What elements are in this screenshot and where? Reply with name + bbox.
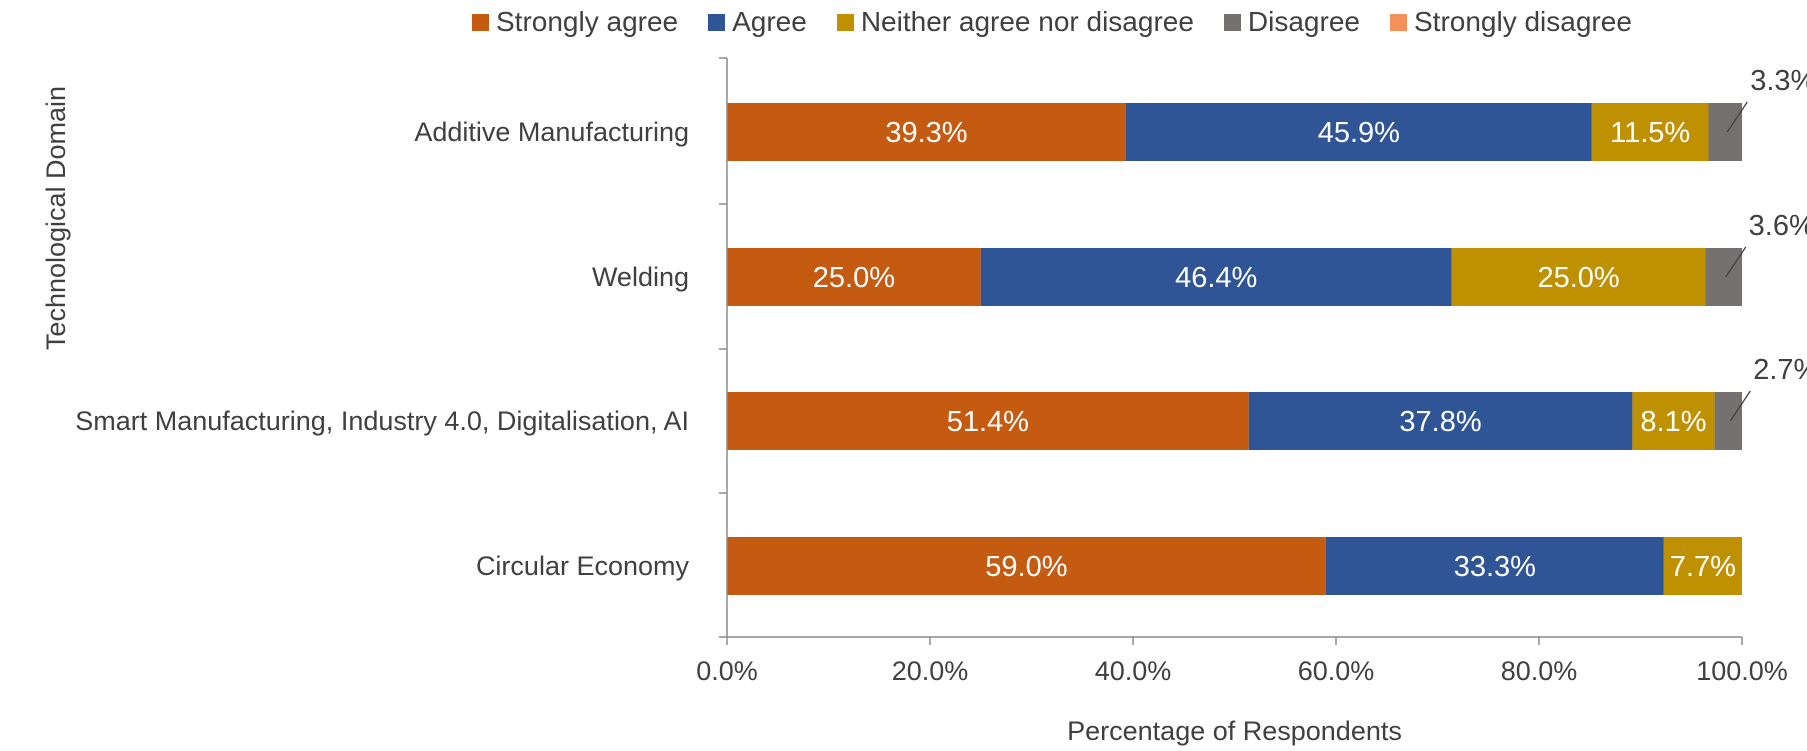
bar-segment (1632, 392, 1715, 450)
y-axis-title: Technological Domain (41, 86, 71, 350)
chart-legend: Strongly agree Agree Neither agree nor dis… (472, 2, 1662, 42)
legend-label: Neither agree nor disagree (860, 6, 1194, 37)
category-label: Circular Economy (476, 551, 690, 581)
legend-swatch (472, 13, 489, 31)
bar-segment (727, 392, 1249, 450)
legend-label: Strongly agree (496, 6, 679, 37)
data-label: 25.0% (1537, 262, 1619, 294)
data-label: 39.3% (885, 117, 967, 149)
legend-item: Disagree (1223, 6, 1360, 38)
data-label: 7.7% (1670, 551, 1736, 583)
data-label: 33.3% (1454, 551, 1536, 583)
legend-swatch (836, 13, 854, 31)
x-tick-label: 40.0% (1095, 656, 1172, 686)
legend-swatch (708, 13, 726, 31)
x-tick-label: 20.0% (892, 656, 969, 686)
legend-label: Agree (732, 6, 807, 37)
bar-segment (727, 248, 981, 306)
bar-segment (1325, 537, 1664, 595)
data-label: 25.0% (813, 262, 895, 294)
legend-item: Agree (708, 6, 807, 38)
category-label: Smart Manufacturing, Industry 4.0, Digit… (75, 406, 689, 436)
legend-item: Neither agree nor disagree (836, 6, 1194, 38)
data-label: 3.6% (1749, 210, 1807, 242)
leader-line (1726, 101, 1748, 133)
category-label: Welding (592, 262, 689, 292)
legend-label: Disagree (1247, 6, 1360, 37)
bar-segment (1705, 248, 1742, 306)
data-label: 59.0% (985, 551, 1067, 583)
bar-segment (1451, 248, 1706, 306)
leader-line (1729, 390, 1751, 422)
x-tick-label: 100.0% (1696, 656, 1788, 686)
bar-segment (980, 248, 1452, 306)
bar-segment (1248, 392, 1633, 450)
legend-item: Strongly agree (472, 6, 678, 38)
legend-swatch (1223, 13, 1241, 31)
x-tick-label: 60.0% (1298, 656, 1375, 686)
data-label: 11.5% (1610, 117, 1690, 149)
bar-segment (1708, 103, 1742, 161)
bar-segment (1591, 103, 1709, 161)
data-label: 37.8% (1399, 406, 1481, 438)
bar-segment (1663, 537, 1742, 595)
legend-item: Strongly disagree (1389, 6, 1632, 38)
bar-segment (727, 537, 1326, 595)
data-label: 46.4% (1175, 262, 1257, 294)
data-label: 3.3% (1750, 65, 1807, 97)
bar-segment (727, 103, 1126, 161)
category-label: Additive Manufacturing (414, 117, 689, 147)
data-label: 8.1% (1640, 406, 1706, 438)
x-tick-label: 80.0% (1501, 656, 1578, 686)
data-label: 45.9% (1318, 117, 1400, 149)
data-label: 51.4% (947, 406, 1029, 438)
legend-swatch (1389, 13, 1407, 31)
x-tick-label: 0.0% (696, 656, 758, 686)
bar-segment (1714, 392, 1742, 450)
legend-label: Strongly disagree (1413, 6, 1632, 37)
leader-line (1725, 246, 1747, 278)
x-axis-title: Percentage of Respondents (1067, 716, 1402, 746)
bar-segment (1125, 103, 1592, 161)
data-label: 2.7% (1753, 354, 1807, 386)
